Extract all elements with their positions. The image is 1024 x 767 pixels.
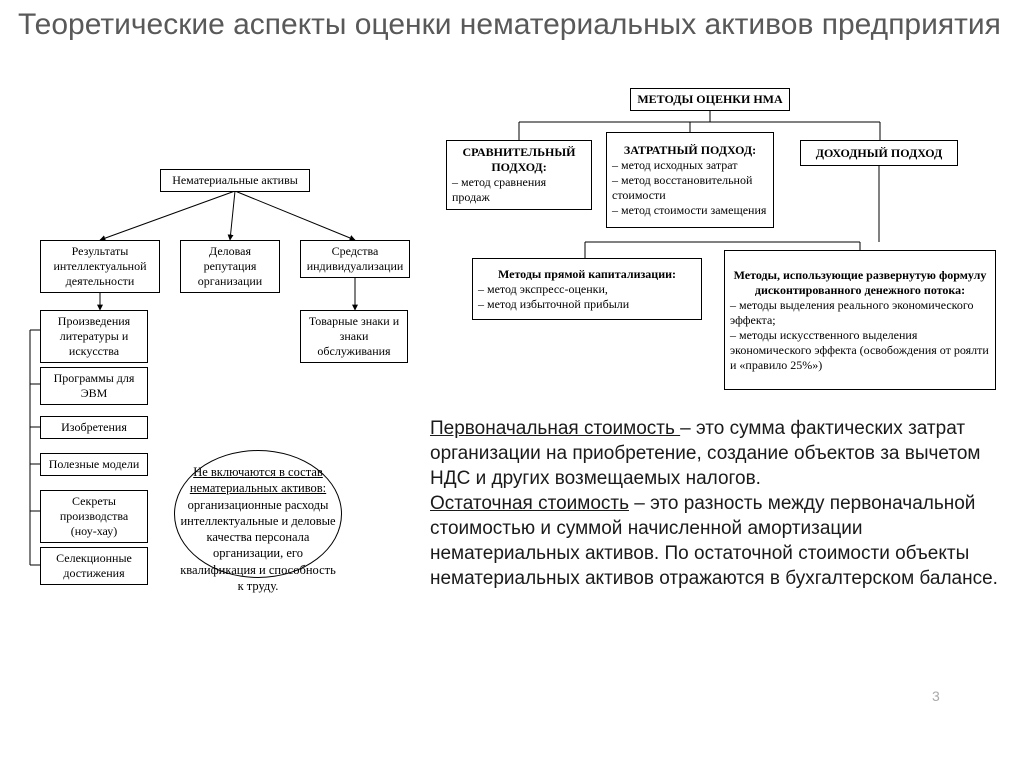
nma-results-item-2: Изобретения	[40, 416, 148, 439]
methods-approach-0-title: СРАВНИТЕЛЬНЫЙ ПОДХОД:	[452, 145, 586, 175]
page-number: 3	[932, 688, 940, 704]
nma-child-0: Результаты интеллектуальной деятельности	[40, 240, 160, 293]
nma-root: Нематериальные активы	[160, 169, 310, 192]
nma-results-item-5: Селекционные достижения	[40, 547, 148, 585]
methods-approach-1: ЗАТРАТНЫЙ ПОДХОД:– метод исходных затрат…	[606, 132, 774, 228]
income-method-0-title: Методы прямой капитализации:	[498, 267, 676, 282]
income-method-0: Методы прямой капитализации:– метод эксп…	[472, 258, 702, 320]
income-method-1-title: Методы, использующие развернутую формулу…	[730, 268, 990, 298]
income-method-1-body: – методы выделения реального экономическ…	[730, 298, 990, 373]
nma-results-item-1: Программы для ЭВМ	[40, 367, 148, 405]
nma-child-1: Деловая репутация организации	[180, 240, 280, 293]
definitions-paragraph: Первоначальная стоимость – это сумма фак…	[430, 416, 1000, 592]
methods-approach-1-body: – метод исходных затрат– метод восстанов…	[612, 158, 768, 218]
exclusion-note-title: Не включаются в состав нематериальных ак…	[190, 465, 326, 495]
methods-approach-0-body: – метод сравнения продаж	[452, 175, 586, 205]
nma-results-item-4: Секреты производства (ноу-хау)	[40, 490, 148, 543]
nma-results-item-0: Произведения литературы и искусства	[40, 310, 148, 363]
methods-root: МЕТОДЫ ОЦЕНКИ НМА	[630, 88, 790, 111]
nma-individ-item-0: Товарные знаки и знаки обслуживания	[300, 310, 408, 363]
page-title: Теоретические аспекты оценки нематериаль…	[18, 8, 1001, 43]
methods-approach-1-title: ЗАТРАТНЫЙ ПОДХОД:	[624, 143, 756, 158]
methods-approach-2-title: ДОХОДНЫЙ ПОДХОД	[816, 146, 943, 161]
nma-results-item-3: Полезные модели	[40, 453, 148, 476]
exclusion-note-text: Не включаются в состав нематериальных ак…	[178, 464, 338, 594]
methods-approach-0: СРАВНИТЕЛЬНЫЙ ПОДХОД:– метод сравнения п…	[446, 140, 592, 210]
income-method-1: Методы, использующие развернутую формулу…	[724, 250, 996, 390]
exclusion-note-body: организационные расходы интеллектуальные…	[180, 498, 336, 593]
income-method-0-body: – метод экспресс-оценки,– метод избыточн…	[478, 282, 696, 312]
nma-child-2: Средства индивидуализации	[300, 240, 410, 278]
methods-approach-2: ДОХОДНЫЙ ПОДХОД	[800, 140, 958, 166]
